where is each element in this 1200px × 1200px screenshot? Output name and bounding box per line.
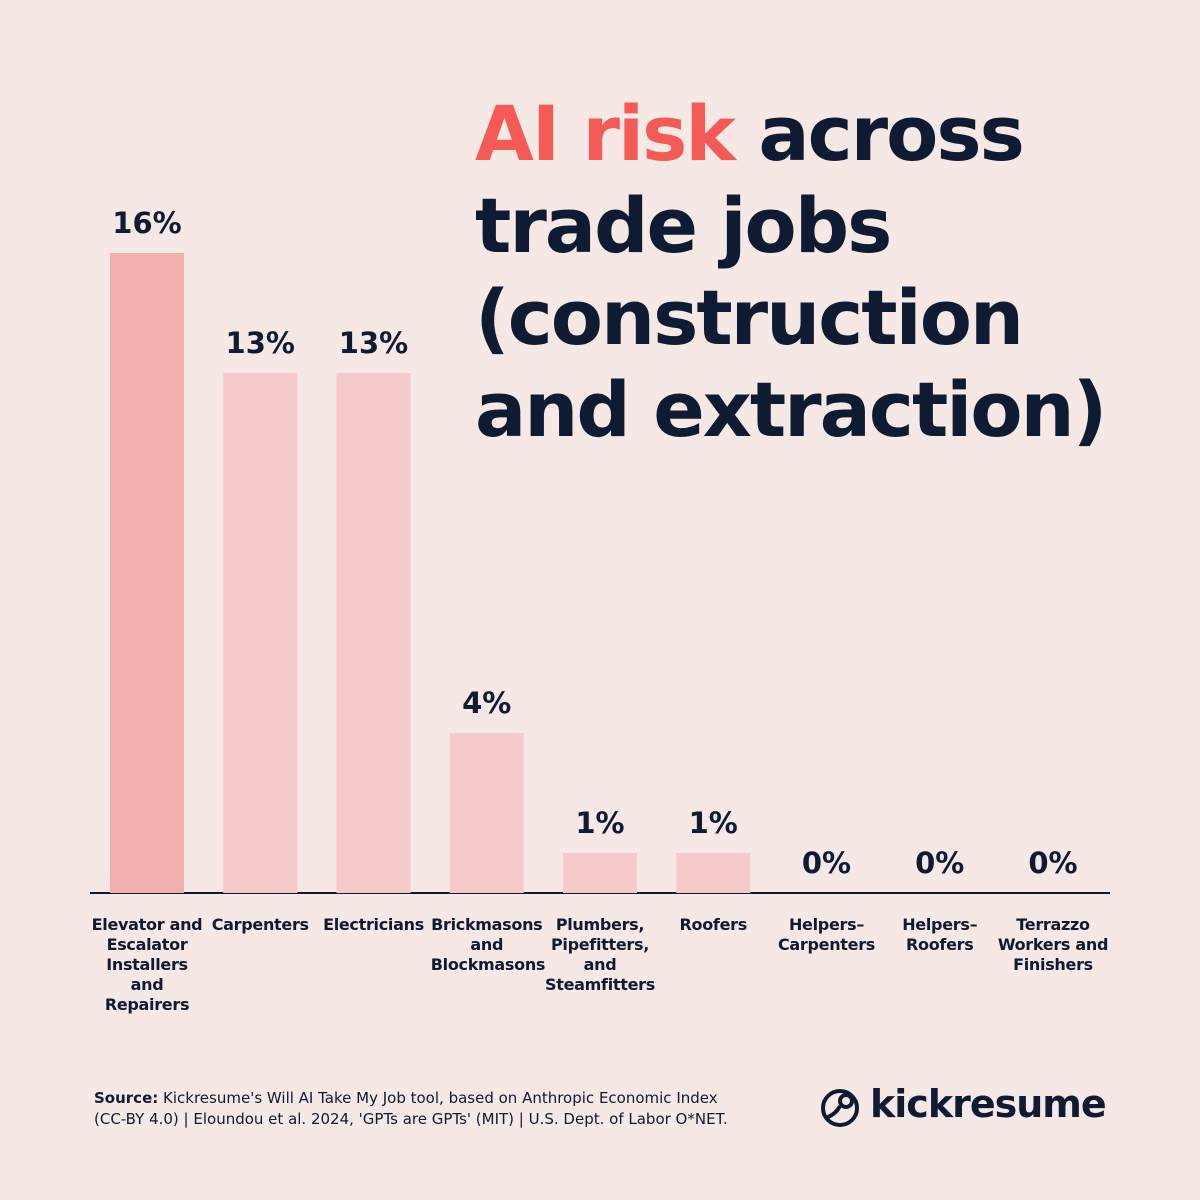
x-tick-label: Plumbers, Pipefitters, and Steamfitters xyxy=(545,915,655,994)
bar xyxy=(110,253,184,893)
x-tick-label: Terrazzo Workers and Finishers xyxy=(997,915,1109,974)
value-label: 4% xyxy=(462,686,511,720)
bar xyxy=(676,853,751,893)
value-label: 1% xyxy=(575,806,624,840)
title-highlight: AI risk xyxy=(475,89,736,178)
x-tick-label: Brickmasons and Blockmasons xyxy=(430,915,546,974)
value-label: 0% xyxy=(915,846,964,880)
value-label: 13% xyxy=(226,326,295,360)
bar xyxy=(563,853,637,893)
x-tick-label: Electricians xyxy=(323,915,424,934)
value-label: 1% xyxy=(689,806,738,840)
x-tick-label: Helpers–Carpenters xyxy=(777,915,876,954)
value-label: 0% xyxy=(802,846,851,880)
bar xyxy=(449,733,524,893)
title-text: across trade jobs (construction and extr… xyxy=(475,89,1107,454)
bar xyxy=(223,373,298,893)
x-tick-label: Helpers–Roofers xyxy=(902,915,978,954)
bar xyxy=(336,373,411,893)
value-label: 13% xyxy=(339,326,408,360)
value-label: 16% xyxy=(112,206,181,240)
x-tick-label: Roofers xyxy=(679,915,748,934)
x-tick-label: Carpenters xyxy=(211,915,309,934)
source-label: Source: xyxy=(94,1089,159,1107)
logo-icon xyxy=(821,1089,859,1127)
x-tick-label: Elevator and Escalator Installers and Re… xyxy=(91,915,203,1014)
source-text: Kickresume's Will AI Take My Job tool, b… xyxy=(94,1089,728,1128)
value-label: 0% xyxy=(1028,846,1077,880)
chart-title: AI risk across trade jobs (construction … xyxy=(475,88,1165,456)
source-note: Source: Kickresume's Will AI Take My Job… xyxy=(94,1088,744,1130)
brand: kickresume xyxy=(870,1082,1107,1126)
